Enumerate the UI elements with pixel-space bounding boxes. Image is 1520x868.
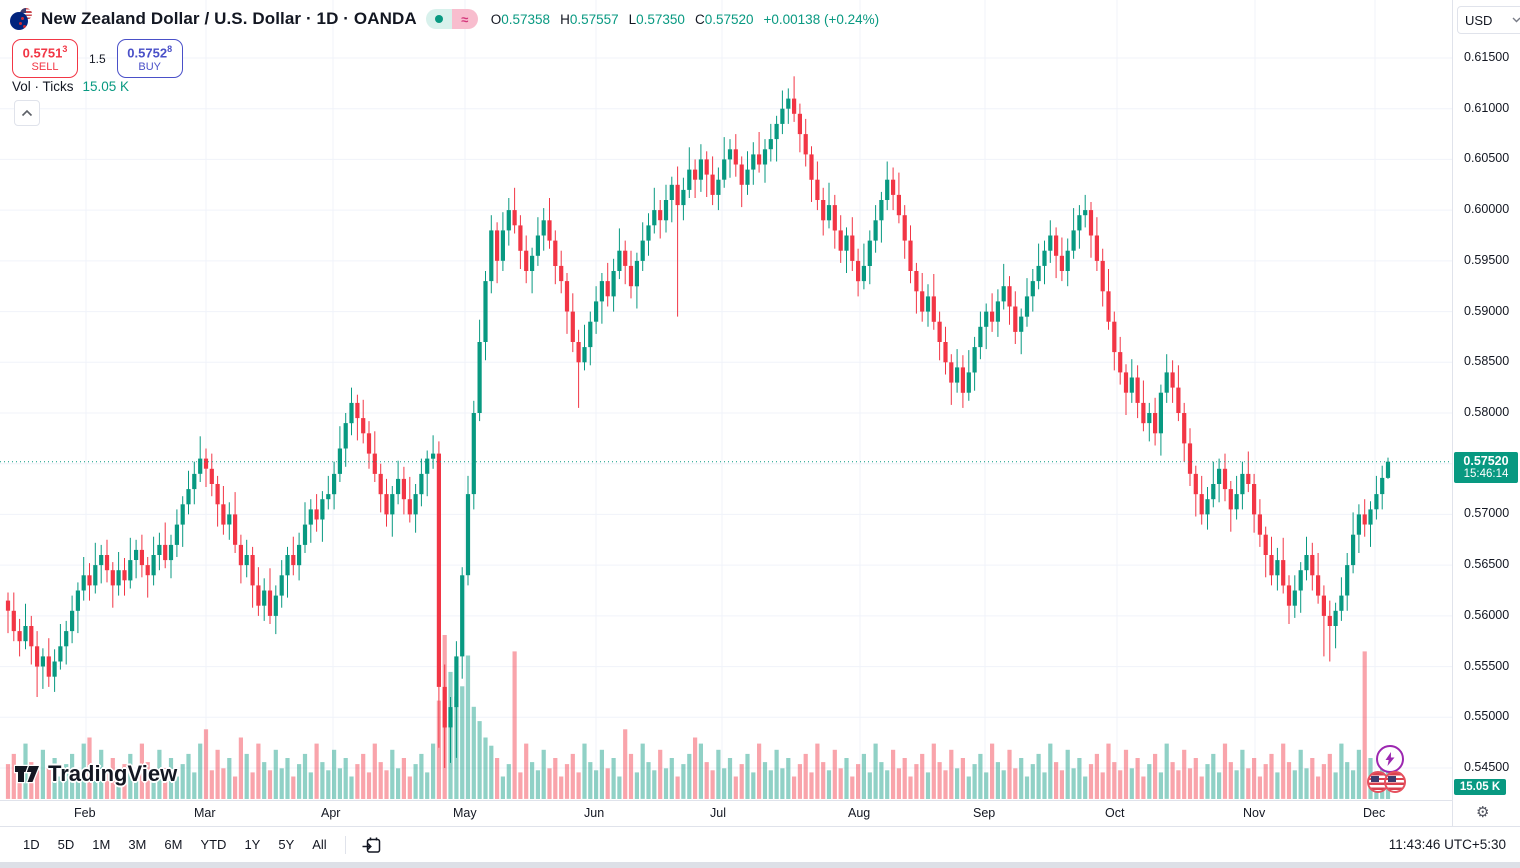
high-value: 0.57557: [569, 11, 619, 27]
sell-price-sup: 3: [62, 43, 68, 54]
open-value: 0.57358: [501, 11, 551, 27]
time-axis-label-apr: Apr: [321, 806, 341, 820]
tradingview-logo-text: TradingView: [48, 761, 178, 786]
candlestick-chart[interactable]: [0, 0, 1452, 800]
sell-button[interactable]: 0.57513 SELL: [12, 39, 78, 78]
spread-value: 1.5: [89, 51, 106, 66]
time-axis-label-mar: Mar: [194, 806, 216, 820]
volume-axis-tag: 15.05 K: [1454, 779, 1506, 795]
toolbar-divider: [344, 835, 346, 854]
close-label: C: [694, 11, 705, 27]
lightning-bolt-icon: [1385, 752, 1395, 766]
tradingview-logo[interactable]: TradingView: [14, 761, 177, 787]
buy-button[interactable]: 0.57528 BUY: [116, 39, 183, 78]
current-price-tag[interactable]: 0.57520 15:46:14: [1454, 452, 1518, 483]
current-price-value: 0.57520: [1463, 454, 1509, 468]
price-axis-label: 0.60500: [1464, 151, 1510, 165]
session-clock[interactable]: 11:43:46 UTC+5:30: [1388, 837, 1506, 852]
range-button-1d[interactable]: 1D: [23, 837, 40, 852]
price-axis-label: 0.55000: [1464, 709, 1510, 723]
grid-lines: [0, 0, 1452, 800]
price-axis-label: 0.56500: [1464, 557, 1510, 571]
market-status-pill[interactable]: ≈: [425, 9, 478, 29]
range-button-ytd[interactable]: YTD: [200, 837, 227, 852]
price-axis-label: 0.55500: [1464, 659, 1510, 673]
us-flag-icon: [1384, 771, 1406, 793]
time-axis-label-oct: Oct: [1105, 806, 1125, 820]
time-axis-label-feb: Feb: [74, 806, 96, 820]
axis-settings-gear-icon[interactable]: ⚙: [1476, 804, 1490, 821]
time-axis[interactable]: Feb Mar Apr May Jun Jul Aug Sep Oct Nov Dec: [0, 800, 1452, 826]
price-axis[interactable]: USD 0.57520 15:46:14 15.05 K ⚙ 0.61500 0.…: [1452, 0, 1520, 826]
date-range-buttons: 1D 5D 1M 3M 6M YTD 1Y 5Y All: [14, 833, 336, 856]
event-lightning-icon[interactable]: [1376, 745, 1404, 773]
range-button-6m[interactable]: 6M: [164, 837, 183, 852]
sell-price: 0.5751: [22, 44, 63, 60]
nzdusd-flag-icon: [10, 8, 32, 30]
range-button-1y[interactable]: 1Y: [244, 837, 261, 852]
price-axis-label: 0.61500: [1464, 50, 1510, 64]
currency-label: USD: [1465, 12, 1493, 28]
price-axis-label: 0.56000: [1464, 608, 1510, 622]
chevron-up-icon: [21, 109, 33, 117]
range-button-all[interactable]: All: [312, 837, 327, 852]
buy-price-sup: 8: [167, 43, 173, 54]
close-value: 0.57520: [704, 11, 754, 27]
price-axis-label: 0.58500: [1464, 354, 1510, 368]
price-axis-label: 0.60000: [1464, 202, 1510, 216]
economic-events-flags[interactable]: [1367, 771, 1406, 793]
range-button-1m[interactable]: 1M: [92, 837, 111, 852]
currency-selector[interactable]: USD: [1457, 6, 1520, 34]
range-button-5d[interactable]: 5D: [57, 837, 75, 852]
collapse-panel-button[interactable]: [14, 100, 40, 126]
volume-indicator-label: Vol · Ticks: [12, 79, 74, 94]
time-axis-label-may: May: [453, 806, 477, 820]
range-button-3m[interactable]: 3M: [128, 837, 147, 852]
time-axis-label-dec: Dec: [1363, 806, 1386, 820]
chevron-down-icon: [1512, 17, 1520, 23]
volume-indicator-value: 15.05 K: [82, 79, 130, 94]
price-axis-label: 0.59500: [1464, 253, 1510, 267]
volume-bars: [5, 635, 1391, 799]
symbol-title[interactable]: New Zealand Dollar / U.S. Dollar · 1D · …: [41, 9, 417, 28]
time-axis-label-jun: Jun: [584, 806, 605, 820]
candles: [5, 76, 1391, 768]
volume-indicator-row[interactable]: Vol · Ticks 15.05 K: [12, 79, 129, 94]
sell-label: SELL: [31, 60, 59, 73]
price-axis-label: 0.54500: [1464, 760, 1510, 774]
open-label: O: [490, 11, 502, 27]
trade-buttons: 0.57513 SELL 1.5 0.57528 BUY: [12, 39, 183, 78]
go-to-date-button[interactable]: [355, 833, 388, 857]
low-label: L: [628, 11, 637, 27]
price-axis-label: 0.57000: [1464, 506, 1510, 520]
tradingview-logo-icon: [14, 764, 41, 784]
symbol-header: New Zealand Dollar / U.S. Dollar · 1D · …: [10, 8, 879, 30]
low-value: 0.57350: [636, 11, 685, 27]
price-axis-label: 0.61000: [1464, 101, 1510, 115]
calendar-goto-icon: [362, 837, 380, 853]
delayed-data-icon: ≈: [451, 9, 478, 29]
chart-pane[interactable]: TradingView: [0, 0, 1452, 800]
price-axis-label: 0.59000: [1464, 304, 1510, 318]
time-axis-label-nov: Nov: [1243, 806, 1266, 820]
ohlc-readout: O0.57358 H0.57557 L0.57350 C0.57520 +0.0…: [491, 12, 879, 27]
change-value: +0.00138 (+0.24%): [763, 11, 880, 27]
buy-price: 0.5752: [127, 44, 168, 60]
time-axis-label-sep: Sep: [973, 806, 996, 820]
market-open-dot-icon: [425, 9, 452, 29]
price-axis-label: 0.58000: [1464, 405, 1510, 419]
bottom-toolbar: 1D 5D 1M 3M 6M YTD 1Y 5Y All 11:43:46 UTC+5:30: [0, 826, 1520, 862]
time-axis-label-aug: Aug: [848, 806, 871, 820]
range-button-5y[interactable]: 5Y: [278, 837, 295, 852]
high-label: H: [560, 11, 570, 27]
buy-label: BUY: [138, 60, 161, 73]
us-flag-icon: [1367, 771, 1389, 793]
window-bottom-edge: [0, 862, 1520, 868]
time-axis-label-jul: Jul: [710, 806, 726, 820]
bar-countdown: 15:46:14: [1463, 468, 1509, 480]
